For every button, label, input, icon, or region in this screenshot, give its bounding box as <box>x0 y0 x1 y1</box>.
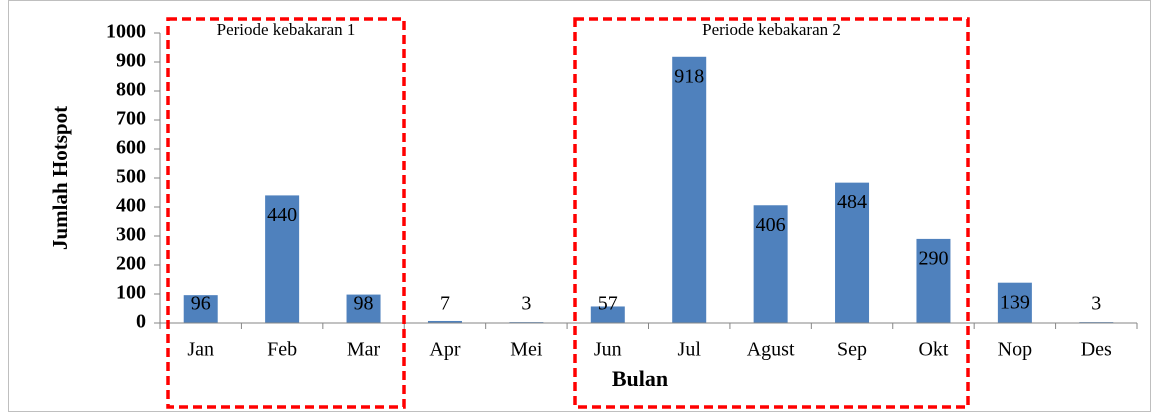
x-tick-label: Des <box>1081 339 1112 361</box>
x-tick-label: Jun <box>594 339 622 361</box>
y-axis-label: Jumlah Hotspot <box>48 106 72 250</box>
x-tick-label: Feb <box>267 339 297 361</box>
y-tick-label: 200 <box>116 253 146 275</box>
x-tick-label: Sep <box>837 339 867 361</box>
y-tick-label: 600 <box>116 137 146 159</box>
x-tick-label: Nop <box>998 339 1032 361</box>
x-axis-label: Bulan <box>612 366 668 391</box>
y-tick-label: 300 <box>116 224 146 246</box>
data-label: 98 <box>354 293 374 315</box>
data-label: 918 <box>674 65 704 87</box>
data-label: 7 <box>440 293 450 315</box>
bar <box>346 294 381 323</box>
data-label: 290 <box>918 247 948 269</box>
data-label: 57 <box>598 293 618 315</box>
annotation: Periode kebakaran 1 <box>217 20 356 39</box>
bar <box>916 238 951 323</box>
data-label: 406 <box>756 214 786 236</box>
x-tick-label: Jan <box>187 339 214 361</box>
bar <box>835 182 870 323</box>
bar <box>672 56 707 323</box>
y-tick-label: 700 <box>116 108 146 130</box>
bar <box>265 195 300 323</box>
bar <box>427 320 462 323</box>
frame <box>8 0 1151 412</box>
data-label: 96 <box>191 293 211 315</box>
data-label: 440 <box>267 204 297 226</box>
period-box <box>166 17 406 409</box>
x-tick-label: Agust <box>747 339 795 361</box>
y-tick-label: 800 <box>116 79 146 101</box>
bar <box>997 282 1032 323</box>
x-tick-label: Mei <box>510 339 543 361</box>
data-label: 3 <box>521 293 531 315</box>
y-tick-label: 400 <box>116 195 146 217</box>
y-tick-label: 0 <box>136 311 146 333</box>
period-box <box>573 17 970 409</box>
x-tick-label: Okt <box>918 339 948 361</box>
data-label: 3 <box>1091 293 1101 315</box>
x-tick-label: Jul <box>678 339 702 361</box>
x-tick-label: Mar <box>347 339 381 361</box>
data-label: 139 <box>1000 291 1030 313</box>
y-tick-label: 100 <box>116 282 146 304</box>
y-tick-label: 1000 <box>106 21 146 43</box>
x-tick-label: Apr <box>429 339 460 361</box>
annotation: Periode kebakaran 2 <box>702 20 841 39</box>
data-label: 484 <box>837 191 867 213</box>
y-tick-label: 500 <box>116 166 146 188</box>
bar <box>590 306 625 323</box>
y-tick-label: 900 <box>116 50 146 72</box>
bar <box>753 205 788 323</box>
bar <box>183 295 218 323</box>
